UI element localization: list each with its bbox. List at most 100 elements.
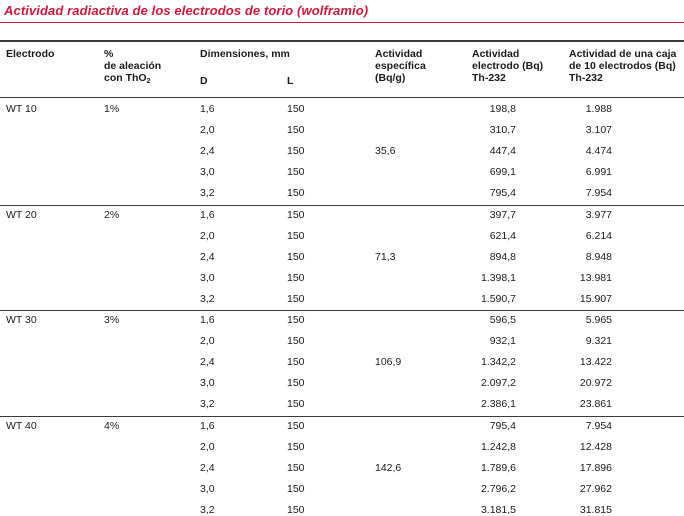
cell-actividad-electrodo: 1.342,2 bbox=[480, 356, 516, 368]
table-top-rule bbox=[0, 40, 684, 42]
header-dimensiones: Dimensiones, mm bbox=[200, 48, 290, 60]
cell-dim-l: 150 bbox=[287, 377, 305, 389]
header-caja-line1: Actividad de una caja bbox=[569, 48, 677, 60]
cell-dim-d: 3,2 bbox=[200, 187, 215, 199]
cell-actividad-electrodo: 795,4 bbox=[489, 419, 516, 432]
cell-actividad-caja: 1.988 bbox=[585, 103, 612, 115]
cell-dim-l: 150 bbox=[287, 229, 305, 242]
cell-actividad-electrodo: 1.590,7 bbox=[480, 292, 516, 305]
cell-dim-l: 150 bbox=[287, 482, 305, 495]
cell-actividad-electrodo: 397,7 bbox=[489, 208, 516, 221]
cell-dim-l: 150 bbox=[287, 187, 305, 199]
cell-dim-d: 1,6 bbox=[200, 419, 215, 432]
cell-dim-d: 2,4 bbox=[200, 145, 215, 157]
cell-dim-d: 2,0 bbox=[200, 229, 215, 242]
cell-actividad-caja: 27.962 bbox=[579, 482, 612, 495]
header-caja-line3: Th-232 bbox=[569, 72, 603, 84]
cell-actividad-electrodo: 310,7 bbox=[489, 124, 516, 136]
cell-aleacion: 3% bbox=[104, 314, 120, 326]
cell-actividad-caja: 3.977 bbox=[585, 208, 612, 221]
header-caja-line2: de 10 electrodos (Bq) bbox=[569, 60, 676, 72]
header-electrodo-line1: Actividad bbox=[472, 48, 520, 60]
cell-dim-l: 150 bbox=[287, 503, 305, 516]
group-divider bbox=[0, 310, 684, 311]
cell-actividad-especifica: 142,6 bbox=[375, 461, 402, 474]
header-especifica-line1: Actividad bbox=[375, 48, 423, 60]
cell-dim-l: 150 bbox=[287, 145, 305, 157]
cell-actividad-caja: 3.107 bbox=[585, 124, 612, 136]
cell-dim-l: 150 bbox=[287, 124, 305, 136]
cell-dim-l: 150 bbox=[287, 208, 305, 221]
cell-dim-l: 150 bbox=[287, 335, 305, 347]
cell-actividad-electrodo: 1.398,1 bbox=[480, 271, 516, 284]
cell-actividad-caja: 8.948 bbox=[585, 250, 612, 263]
cell-actividad-caja: 9.321 bbox=[585, 335, 612, 347]
cell-actividad-electrodo: 699,1 bbox=[489, 166, 516, 178]
cell-actividad-caja: 6.214 bbox=[585, 229, 612, 242]
header-especifica-line3: (Bq/g) bbox=[375, 72, 406, 84]
cell-dim-l: 150 bbox=[287, 314, 305, 326]
cell-dim-d: 1,6 bbox=[200, 208, 215, 221]
header-aleacion-line3: con ThO2 bbox=[104, 72, 151, 85]
header-actividad-caja: Actividad de una caja de 10 electrodos (… bbox=[569, 48, 676, 84]
cell-actividad-electrodo: 795,4 bbox=[489, 187, 516, 199]
cell-dim-d: 3,0 bbox=[200, 166, 215, 178]
group-divider bbox=[0, 204, 684, 206]
cell-dim-l: 150 bbox=[287, 250, 305, 263]
cell-dim-d: 2,0 bbox=[200, 335, 215, 347]
cell-actividad-caja: 13.981 bbox=[579, 271, 612, 284]
cell-actividad-electrodo: 3.181,5 bbox=[480, 503, 516, 516]
header-aleacion: % de aleación con ThO2 bbox=[104, 48, 161, 88]
cell-actividad-caja: 7.954 bbox=[585, 187, 612, 199]
cell-dim-l: 150 bbox=[287, 356, 305, 368]
cell-dim-d: 3,0 bbox=[200, 377, 215, 389]
cell-dim-l: 150 bbox=[287, 461, 305, 474]
cell-actividad-caja: 17.896 bbox=[579, 461, 612, 474]
table-title: Actividad radiactiva de los electrodos d… bbox=[4, 3, 369, 18]
cell-actividad-electrodo: 1.789,6 bbox=[480, 461, 516, 474]
header-especifica-line2: específica bbox=[375, 60, 426, 72]
header-aleacion-line1: % bbox=[104, 48, 114, 60]
cell-electrodo: WT 30 bbox=[6, 314, 37, 326]
cell-actividad-electrodo: 2.386,1 bbox=[480, 398, 516, 410]
cell-actividad-electrodo: 2.796,2 bbox=[480, 482, 516, 495]
cell-dim-d: 2,0 bbox=[200, 440, 215, 453]
cell-dim-l: 150 bbox=[287, 271, 305, 284]
cell-actividad-electrodo: 447,4 bbox=[489, 145, 516, 157]
cell-actividad-electrodo: 621,4 bbox=[489, 229, 516, 242]
header-aleacion-line2: de aleación bbox=[104, 60, 162, 72]
cell-actividad-caja: 23.861 bbox=[579, 398, 612, 410]
header-actividad-electrodo: Actividad electrodo (Bq) Th-232 bbox=[472, 48, 543, 84]
cell-actividad-caja: 20.972 bbox=[579, 377, 612, 389]
cell-actividad-caja: 7.954 bbox=[585, 419, 612, 432]
cell-actividad-electrodo: 596,5 bbox=[489, 314, 516, 326]
header-dim-l: L bbox=[287, 75, 294, 87]
cell-dim-d: 3,0 bbox=[200, 482, 215, 495]
cell-actividad-caja: 5.965 bbox=[585, 314, 612, 326]
cell-dim-d: 2,4 bbox=[200, 356, 215, 368]
cell-actividad-electrodo: 932,1 bbox=[489, 335, 516, 347]
title-underline bbox=[0, 22, 684, 23]
cell-dim-d: 2,4 bbox=[200, 461, 215, 474]
cell-dim-d: 2,0 bbox=[200, 124, 215, 136]
cell-actividad-especifica: 106,9 bbox=[375, 356, 402, 368]
cell-dim-l: 150 bbox=[287, 292, 305, 305]
cell-dim-d: 3,0 bbox=[200, 271, 215, 284]
cell-actividad-caja: 6.991 bbox=[585, 166, 612, 178]
cell-dim-d: 3,2 bbox=[200, 292, 215, 305]
cell-actividad-caja: 12.428 bbox=[579, 440, 612, 453]
cell-dim-d: 3,2 bbox=[200, 398, 215, 410]
cell-actividad-caja: 31.815 bbox=[579, 503, 612, 516]
header-electrodo-line3: Th-232 bbox=[472, 72, 506, 84]
cell-dim-d: 3,2 bbox=[200, 503, 215, 516]
cell-dim-d: 1,6 bbox=[200, 314, 215, 326]
cell-actividad-especifica: 71,3 bbox=[375, 250, 396, 263]
cell-dim-l: 150 bbox=[287, 398, 305, 410]
cell-actividad-caja: 13.422 bbox=[579, 356, 612, 368]
cell-actividad-caja: 15.907 bbox=[579, 292, 612, 305]
cell-actividad-electrodo: 1.242,8 bbox=[480, 440, 516, 453]
cell-actividad-electrodo: 894,8 bbox=[489, 250, 516, 263]
cell-dim-l: 150 bbox=[287, 103, 305, 115]
cell-electrodo: WT 10 bbox=[6, 103, 37, 115]
cell-dim-l: 150 bbox=[287, 440, 305, 453]
